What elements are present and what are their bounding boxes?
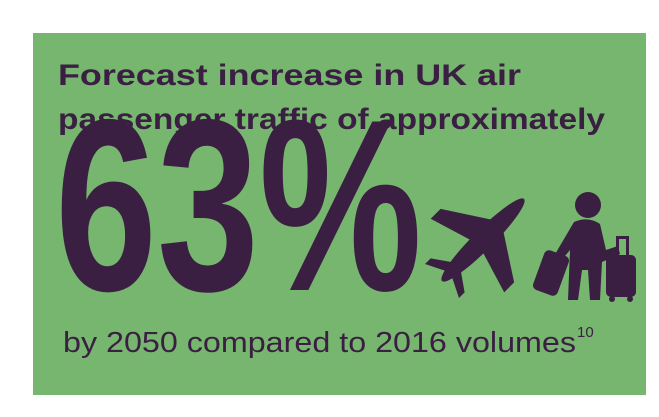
airplane-icon	[425, 198, 525, 298]
heading-line: passenger traffic of approximately	[58, 103, 605, 136]
big-figure: 63%	[55, 68, 422, 342]
traveller-icon	[533, 192, 636, 302]
panel	[33, 33, 646, 395]
caption: by 2050 compared to 2016 volumes	[63, 327, 576, 359]
footnote-marker: 10	[577, 324, 594, 341]
heading-line: Forecast increase in UK air	[58, 59, 521, 92]
